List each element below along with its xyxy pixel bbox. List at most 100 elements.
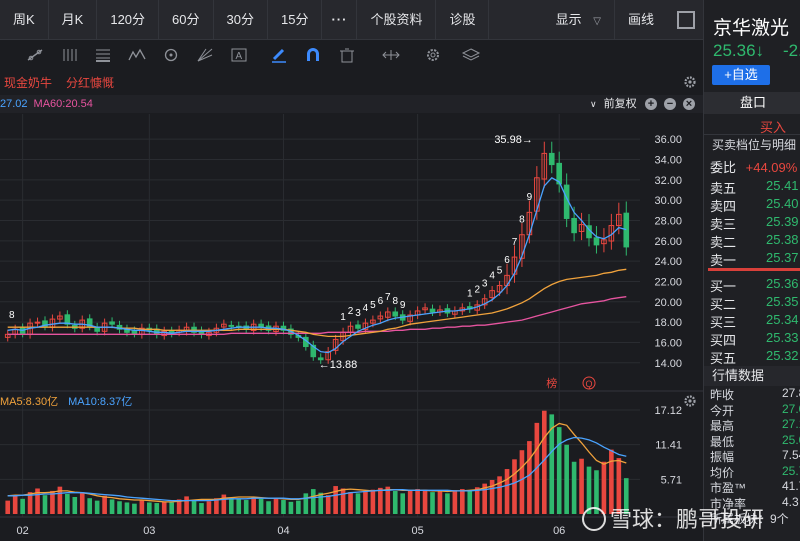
td-count: 7 — [512, 237, 518, 248]
tab-weekly-k[interactable]: 周K — [0, 0, 49, 40]
settings-gear-icon[interactable] — [418, 44, 448, 66]
td-count: 1 — [340, 312, 346, 323]
text-tool-icon[interactable]: A — [224, 44, 254, 66]
candle-body — [332, 338, 339, 351]
volume-bar — [161, 501, 167, 514]
kline-chart[interactable]: 36.00 34.00 32.00 30.00 28.00 26.00 24.00 22.00… — [0, 114, 703, 541]
ask-price: 25.39 — [766, 214, 799, 229]
volume-bar — [303, 493, 309, 514]
vol-ma10-value: MA10:8.37亿 — [68, 396, 133, 408]
more-periods-button[interactable]: ··· — [322, 0, 358, 40]
tab-stock-profile[interactable]: 个股资料 — [357, 0, 437, 40]
volume-bar — [266, 501, 271, 514]
tab-stock-diagnosis[interactable]: 诊股 — [436, 0, 490, 40]
tab-15min[interactable]: 15分 — [268, 0, 323, 40]
candle-body — [64, 314, 71, 325]
td-count: 8 — [519, 215, 525, 226]
td-count: 6 — [504, 255, 510, 266]
date-tick-label: 06 — [553, 525, 565, 537]
ma-short-line — [7, 176, 627, 354]
ask-row[interactable]: 卖一 25.37 — [708, 250, 800, 268]
draw-line-button[interactable]: 画线 — [627, 11, 654, 27]
bid-price: 25.36 — [766, 276, 799, 291]
volume-bar — [79, 493, 85, 514]
volume-bar — [102, 495, 107, 514]
ask-row[interactable]: 卖五 25.41 — [708, 178, 800, 196]
volume-bar — [50, 490, 55, 514]
gear-icon[interactable] — [683, 75, 697, 89]
bid-row[interactable]: 买五 25.32 — [708, 348, 800, 366]
volume-bar — [35, 488, 40, 514]
quote-value: 41.7 — [782, 479, 800, 493]
price-tick-label: 36.00 — [654, 134, 682, 146]
quote-value: 25.7 — [782, 463, 800, 478]
volume-bar — [191, 500, 197, 514]
layers-icon[interactable] — [456, 44, 486, 66]
bid-row[interactable]: 买三 25.34 — [708, 312, 800, 330]
tab-120min[interactable]: 120分 — [97, 0, 160, 40]
zoom-in-icon[interactable]: + — [645, 98, 657, 110]
volume-bar — [169, 502, 174, 514]
tab-60min[interactable]: 60分 — [159, 0, 214, 40]
move-tool-icon[interactable] — [376, 44, 406, 66]
display-menu[interactable]: 显示 ▽ — [543, 0, 615, 40]
volume-bar — [243, 500, 249, 514]
tab-monthly-k[interactable]: 月K — [49, 0, 98, 40]
tab-buy[interactable]: 买入 — [704, 117, 800, 135]
gear-icon[interactable] — [683, 394, 697, 408]
trendline-tool-icon[interactable] — [20, 44, 50, 66]
volume-bar — [27, 492, 33, 514]
adjust-dropdown[interactable]: ∨ 前复权 — [590, 95, 637, 113]
tag-generous-dividend[interactable]: 分红慷慨 — [66, 75, 115, 90]
bid-row[interactable]: 买二 25.35 — [708, 294, 800, 312]
candle-body — [94, 326, 100, 332]
ma-legend: 27.02 MA60:20.54 ∨ 前复权 + − × — [0, 95, 703, 113]
volume-bar — [623, 478, 629, 514]
order-levels-label: 买卖档位与明细（ — [712, 138, 800, 152]
volume-bar — [94, 500, 100, 514]
parallel-lines-tool-icon[interactable] — [54, 44, 84, 66]
quote-label: 最低 — [710, 434, 735, 449]
cycle-tool-icon[interactable] — [156, 44, 186, 66]
price-tick-label: 34.00 — [654, 154, 682, 166]
candle-body — [325, 351, 331, 361]
add-watchlist-button[interactable]: +自选 — [712, 65, 770, 85]
highlighter-icon[interactable] — [264, 44, 294, 66]
close-icon[interactable]: × — [683, 98, 695, 110]
td-count: 9 — [527, 192, 533, 203]
quote-label: 市净率 — [710, 496, 747, 511]
magnet-icon[interactable] — [298, 44, 328, 66]
gann-tool-icon[interactable] — [190, 44, 220, 66]
volume-bar — [5, 500, 11, 514]
ask-price: 25.37 — [766, 250, 799, 265]
tag-cash-cow[interactable]: 现金奶牛 — [4, 75, 53, 90]
watermark: 雪球：鹏哥投研 — [582, 502, 764, 534]
price-tick-label: 26.00 — [654, 236, 682, 248]
xueqiu-logo-icon — [582, 507, 606, 531]
volume-bar — [527, 441, 532, 514]
quote-row: 振幅 7.54 — [710, 448, 800, 464]
ask-row[interactable]: 卖二 25.38 — [708, 232, 800, 250]
ask-row[interactable]: 卖三 25.39 — [708, 214, 800, 232]
volume-tick-label: 5.71 — [661, 474, 682, 486]
bid-label: 买三 — [710, 315, 737, 330]
candle-body — [407, 314, 413, 322]
volume-bar — [579, 458, 584, 514]
zoom-out-icon[interactable]: − — [664, 98, 676, 110]
ask-price: 25.40 — [766, 196, 799, 211]
fullscreen-icon[interactable] — [677, 10, 695, 29]
ask-row[interactable]: 卖四 25.40 — [708, 196, 800, 214]
tab-30min[interactable]: 30分 — [214, 0, 268, 40]
order-ratio-value: +44.09% — [745, 160, 798, 175]
td-count: 3 — [355, 308, 361, 319]
wave-tool-icon[interactable] — [122, 44, 152, 66]
candle-body — [377, 315, 384, 320]
bid-row[interactable]: 买四 25.33 — [708, 330, 800, 348]
bid-row[interactable]: 买一 25.36 — [708, 276, 800, 294]
tab-order-book[interactable]: 盘口 — [704, 92, 800, 114]
candle-body — [578, 224, 585, 232]
trash-icon[interactable] — [332, 44, 362, 66]
fibonacci-tool-icon[interactable] — [88, 44, 118, 66]
volume-bar — [556, 427, 562, 514]
volume-bar — [348, 492, 353, 514]
